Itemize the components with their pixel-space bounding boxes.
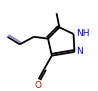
Text: O: O xyxy=(34,81,41,90)
Text: NH: NH xyxy=(76,28,90,37)
Text: N: N xyxy=(76,47,83,56)
